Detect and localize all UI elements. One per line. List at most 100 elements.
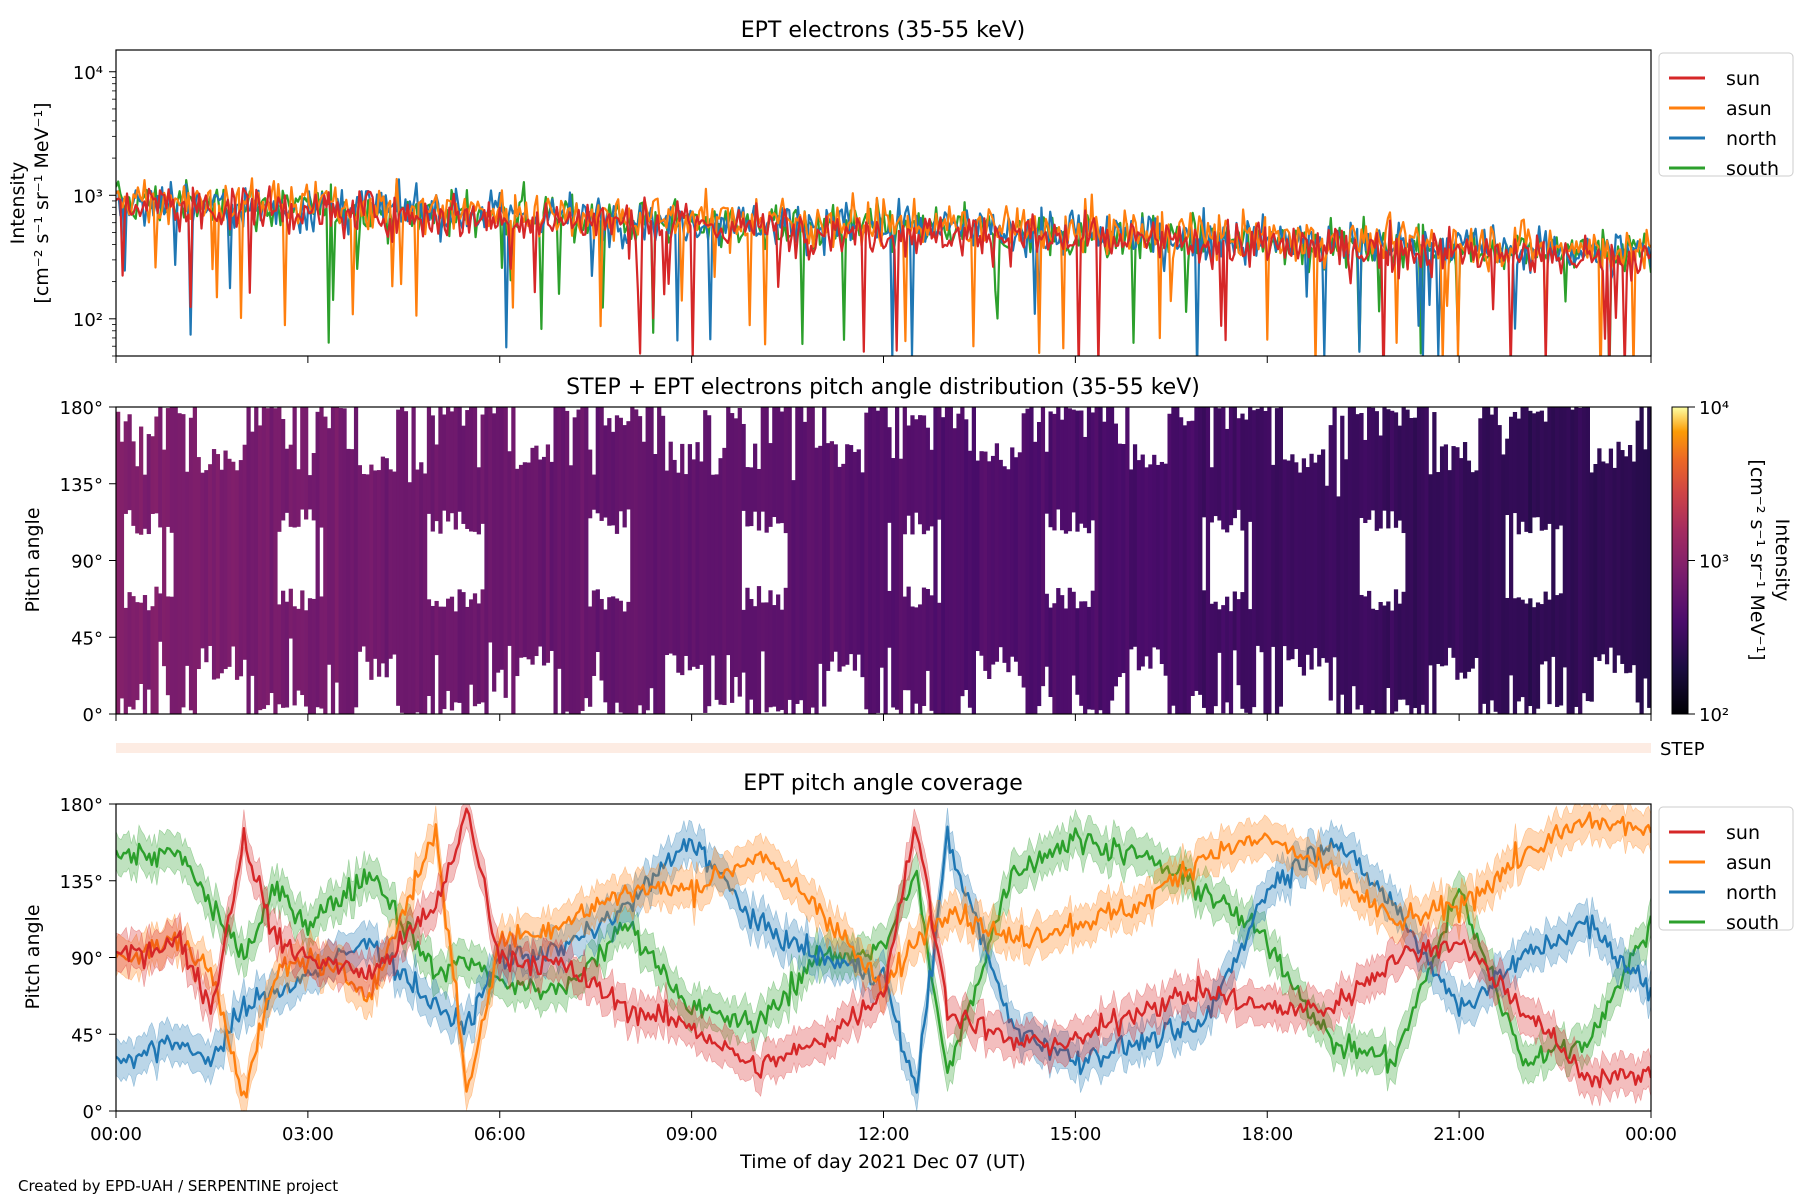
heat-cell <box>1271 464 1276 647</box>
heat-cell <box>188 417 194 711</box>
heat-cell <box>714 474 719 700</box>
heat-cell <box>1528 410 1533 534</box>
heat-cell <box>683 474 689 656</box>
heat-cell <box>526 462 531 660</box>
heat-cell <box>1209 467 1214 523</box>
heat-cell <box>1482 407 1487 704</box>
heat-cell <box>664 470 669 656</box>
heat-cell <box>1083 601 1088 714</box>
heat-cell <box>139 426 144 535</box>
heat-cell <box>603 609 608 703</box>
heat-cell <box>1543 591 1548 662</box>
heat-cell <box>311 598 316 714</box>
heat-cell <box>1297 472 1303 667</box>
heat-cell <box>553 407 558 714</box>
heat-cell <box>1524 603 1529 714</box>
heat-cell <box>373 470 378 659</box>
heat-cell <box>584 407 589 699</box>
heat-cell <box>1221 605 1226 714</box>
heat-cell <box>353 407 359 708</box>
heat-cell <box>495 407 501 673</box>
heat-cell <box>933 407 938 714</box>
heat-cell <box>937 602 942 714</box>
heat-cell <box>522 462 528 658</box>
heat-cell <box>181 414 186 708</box>
heat-cell <box>307 598 313 714</box>
heat-cell <box>480 414 485 524</box>
panel4-xlabel: Time of day 2021 Dec 07 (UT) <box>739 1151 1026 1173</box>
xtick-label: 18:00 <box>1241 1124 1293 1145</box>
ytick-label: 45° <box>71 1025 103 1046</box>
panel4-ylabel: Pitch angle <box>22 904 44 1009</box>
heat-cell <box>1532 607 1537 714</box>
legend-label-south: south <box>1726 912 1779 934</box>
colorbar-label-line1: Intensity <box>1771 519 1793 602</box>
heat-cell <box>472 407 478 532</box>
heat-cell <box>1505 597 1510 714</box>
heat-cell <box>1601 461 1606 655</box>
heat-cell <box>476 467 481 535</box>
panel4-x-ticks: 00:00 03:00 06:00 09:00 12:00 15:00 18:00 21:00… <box>90 1111 1677 1145</box>
heat-cell <box>330 407 336 714</box>
xtick-label: 03:00 <box>282 1124 334 1145</box>
heat-cell <box>845 444 850 665</box>
heat-cell <box>745 467 750 527</box>
heat-cell <box>1516 418 1521 535</box>
heat-cell <box>200 472 205 649</box>
heat-cell <box>1462 442 1468 679</box>
heat-cell <box>334 407 339 683</box>
heat-cell <box>154 416 159 514</box>
cbtick-label: 10² <box>1699 705 1729 726</box>
heat-cell <box>300 590 305 696</box>
heat-cell <box>388 469 393 659</box>
heat-cell <box>1344 459 1349 714</box>
heat-cell <box>730 413 735 703</box>
heat-cell <box>415 469 420 713</box>
heat-cell <box>1152 454 1157 648</box>
heat-cell <box>1347 407 1353 714</box>
panel4-title: EPT pitch angle coverage <box>743 771 1023 796</box>
heat-cell <box>135 602 140 701</box>
heat-cell <box>914 419 919 513</box>
xtick-label: 12:00 <box>858 1124 910 1145</box>
heat-cell <box>238 460 244 677</box>
series-band-south <box>116 808 1651 1092</box>
heat-cell <box>1516 597 1521 702</box>
heat-cell <box>680 443 685 676</box>
heat-cell <box>499 407 504 670</box>
heat-cell <box>284 601 290 708</box>
heat-cell <box>142 595 148 714</box>
heat-cell <box>1378 435 1383 529</box>
heat-cell <box>1090 590 1095 710</box>
heat-cell <box>902 596 907 691</box>
heat-cell <box>1382 407 1387 511</box>
heat-cell <box>438 407 443 534</box>
heat-cell <box>1551 407 1556 657</box>
heat-cell <box>399 407 405 713</box>
legend-label-asun: asun <box>1726 98 1772 120</box>
heat-cell <box>622 611 627 714</box>
panel2-x-ticks <box>115 714 1652 721</box>
heat-cell <box>649 407 654 689</box>
colorbar <box>1671 406 1689 715</box>
heat-cell <box>1209 603 1214 714</box>
panel1-series-group <box>116 177 1651 356</box>
heat-cell <box>173 407 178 714</box>
heat-cell <box>430 415 435 532</box>
heat-cell <box>944 407 950 714</box>
xtick-label: 15:00 <box>1049 1124 1101 1145</box>
heat-cell <box>1432 412 1437 714</box>
heat-cell <box>265 408 270 706</box>
heat-cell <box>1251 410 1257 708</box>
heat-cell <box>776 594 781 712</box>
heat-cell <box>361 473 366 647</box>
heat-cell <box>906 425 911 516</box>
heat-cell <box>169 407 174 533</box>
heat-cell <box>196 457 201 670</box>
ytick-label: 45° <box>71 628 103 649</box>
heat-cell <box>925 589 930 671</box>
heat-cell <box>123 421 128 514</box>
intensity-panel: EPT electrons (35-55 keV) 10² 10³ 10⁴ Inte… <box>7 18 1794 363</box>
heat-cell <box>1175 407 1180 714</box>
heat-cell <box>1255 408 1260 646</box>
